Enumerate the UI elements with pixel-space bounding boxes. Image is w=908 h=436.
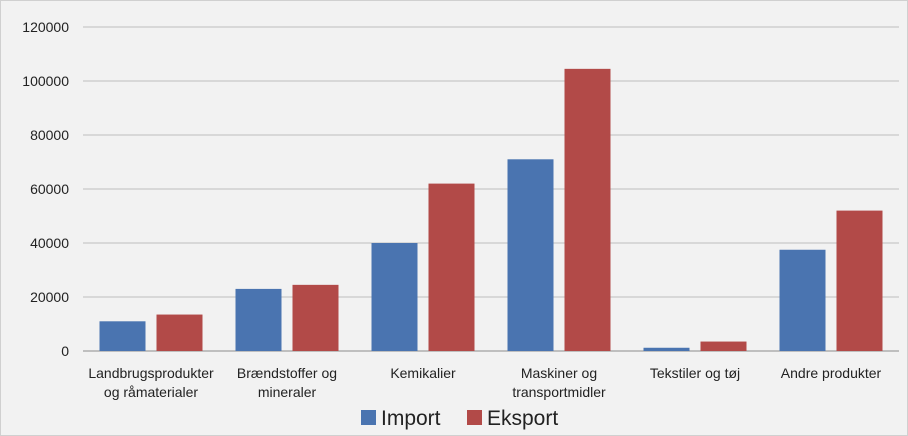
x-category-label: Landbrugsprodukter [88, 365, 214, 381]
x-category-label: Maskiner og [521, 365, 597, 381]
legend-swatch-eksport [467, 410, 482, 425]
y-tick-label: 0 [61, 343, 69, 359]
y-tick-label: 120000 [22, 19, 69, 35]
bar-eksport [429, 184, 475, 351]
gridlines [83, 27, 899, 351]
legend-swatch-import [361, 410, 376, 425]
y-tick-label: 60000 [30, 181, 69, 197]
x-category-label: og råmaterialer [104, 384, 198, 400]
bar-import [508, 159, 554, 351]
bar-eksport [701, 342, 747, 351]
x-category-label: Kemikalier [390, 365, 456, 381]
bar-eksport [837, 211, 883, 351]
y-tick-label: 100000 [22, 73, 69, 89]
bar-eksport [293, 285, 339, 351]
x-category-label: mineraler [258, 384, 317, 400]
x-category-label: transportmidler [512, 384, 606, 400]
bar-import [780, 250, 826, 351]
bar-eksport [565, 69, 611, 351]
y-tick-label: 20000 [30, 289, 69, 305]
bar-eksport [157, 315, 203, 351]
x-axis-category-labels: Landbrugsprodukter og råmaterialer Brændst… [88, 365, 881, 400]
bar-import [100, 321, 146, 351]
bar-import [644, 348, 690, 351]
bar-import [372, 243, 418, 351]
x-category-label: Tekstiler og tøj [650, 365, 740, 381]
y-tick-label: 40000 [30, 235, 69, 251]
x-category-label: Andre produkter [781, 365, 882, 381]
bar-import [236, 289, 282, 351]
legend: Import Eksport [361, 407, 558, 430]
bars [100, 69, 883, 351]
y-axis: 0 20000 40000 60000 80000 100000 120000 [22, 19, 69, 359]
y-tick-label: 80000 [30, 127, 69, 143]
legend-label: Eksport [487, 407, 558, 430]
x-category-label: Brændstoffer og [237, 365, 337, 381]
legend-label: Import [381, 407, 441, 430]
